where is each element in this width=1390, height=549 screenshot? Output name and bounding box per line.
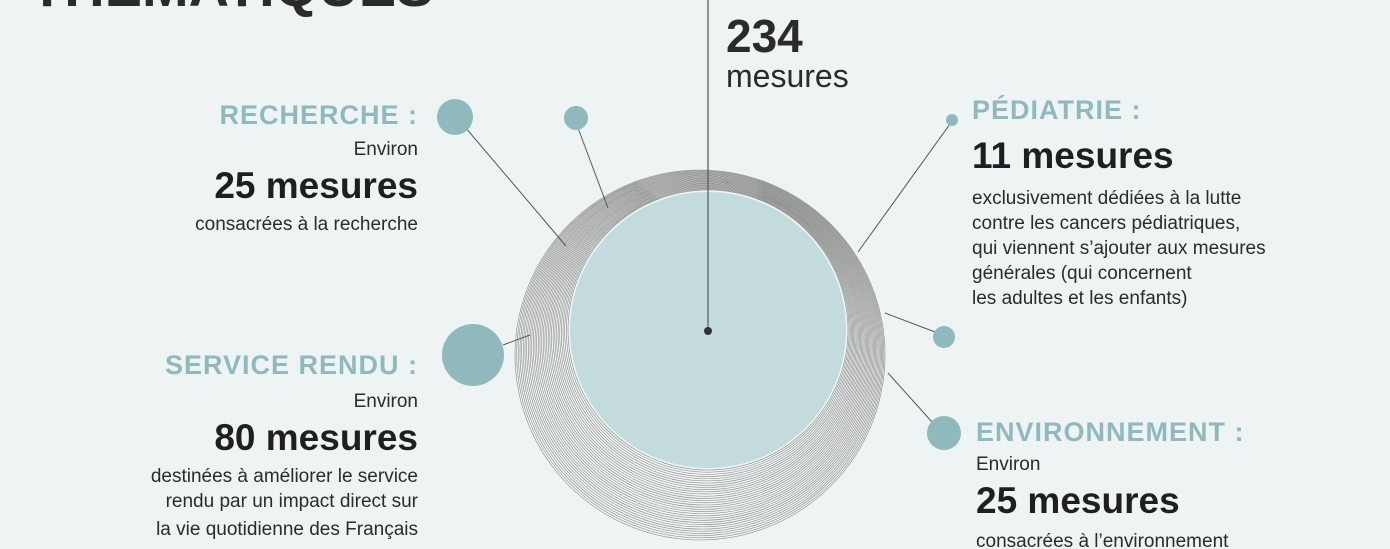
count: 80 mesures bbox=[214, 417, 418, 458]
count: 11 mesures bbox=[972, 135, 1174, 176]
prefix: Environ bbox=[976, 454, 1040, 475]
description: qui viennent s’ajouter aux mesures bbox=[972, 238, 1266, 259]
total-unit: mesures bbox=[726, 58, 849, 94]
title: THÉMATIQUES bbox=[30, 0, 433, 18]
prefix: Environ bbox=[354, 139, 418, 160]
description: rendu par un impact direct sur bbox=[166, 491, 419, 512]
description: les adultes et les enfants) bbox=[972, 288, 1187, 309]
dot bbox=[933, 326, 955, 348]
connector bbox=[465, 127, 566, 246]
description: exclusivement dédiées à la lutte bbox=[972, 188, 1241, 209]
dot bbox=[442, 324, 504, 386]
dot bbox=[437, 99, 473, 135]
dot bbox=[946, 114, 958, 126]
connector bbox=[888, 373, 932, 422]
description: consacrées à la recherche bbox=[195, 214, 418, 235]
dot bbox=[927, 416, 961, 450]
heading: RECHERCHE : bbox=[219, 100, 418, 130]
connector bbox=[885, 313, 935, 332]
heading: ENVIRONNEMENT : bbox=[976, 417, 1245, 447]
description: consacrées à l’environnement bbox=[976, 531, 1229, 549]
total-value: 234 bbox=[726, 10, 803, 62]
description: destinées à améliorer le service bbox=[151, 466, 418, 487]
count: 25 mesures bbox=[214, 165, 418, 206]
connector bbox=[578, 128, 608, 208]
heading: PÉDIATRIE : bbox=[972, 94, 1142, 125]
connector bbox=[858, 124, 950, 252]
heading: SERVICE RENDU : bbox=[165, 350, 418, 380]
center-dot bbox=[704, 327, 712, 335]
infographic: THÉMATIQUES 234 mesures RECHERCHE : Envi… bbox=[0, 0, 1390, 549]
count: 25 mesures bbox=[976, 480, 1180, 521]
prefix: Environ bbox=[354, 391, 418, 412]
dot bbox=[564, 106, 588, 130]
description: contre les cancers pédiatriques, bbox=[972, 213, 1240, 234]
description: générales (qui concernent bbox=[972, 263, 1192, 284]
description: la vie quotidienne des Français bbox=[156, 519, 418, 540]
connector bbox=[503, 335, 530, 345]
